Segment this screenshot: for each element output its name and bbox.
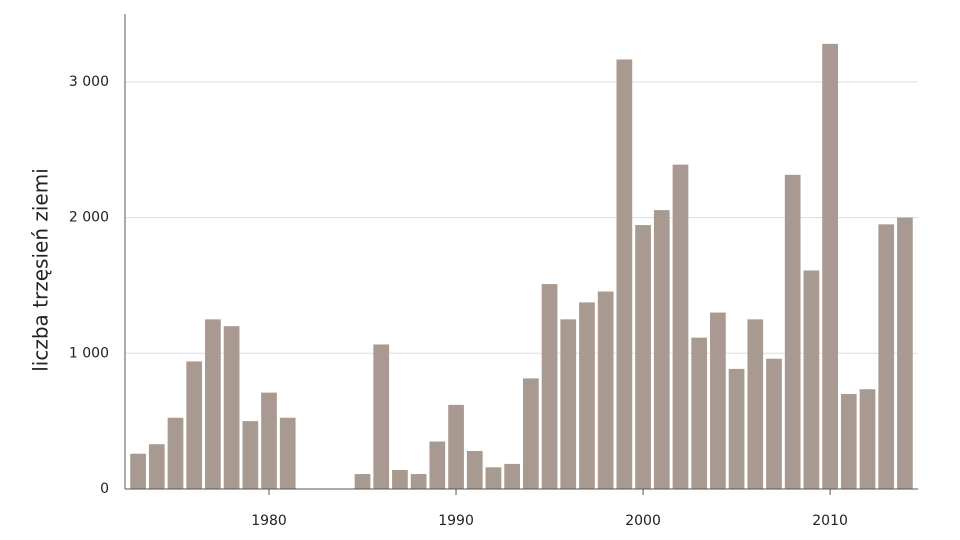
y-tick-label: 3 000 bbox=[69, 74, 109, 90]
bar bbox=[261, 392, 277, 489]
bar bbox=[448, 404, 464, 489]
bar bbox=[728, 368, 745, 489]
y-tick-label: 2 000 bbox=[69, 210, 109, 226]
x-tick-label: 1990 bbox=[438, 513, 474, 529]
bar bbox=[522, 378, 539, 489]
bar bbox=[579, 302, 595, 489]
bar bbox=[242, 421, 259, 489]
bar bbox=[541, 284, 558, 489]
bar bbox=[784, 174, 801, 490]
bar bbox=[710, 312, 726, 489]
bar bbox=[485, 467, 502, 489]
bar bbox=[878, 224, 895, 489]
bar bbox=[766, 358, 782, 489]
bar bbox=[392, 470, 408, 489]
bar bbox=[616, 59, 633, 489]
bar bbox=[373, 344, 390, 489]
bar bbox=[747, 319, 764, 489]
bar bbox=[223, 326, 240, 489]
bar bbox=[130, 453, 146, 489]
y-axis-label: liczba trzęsień ziemi bbox=[29, 168, 53, 372]
bar bbox=[672, 164, 689, 489]
bar bbox=[840, 394, 857, 489]
bar bbox=[803, 270, 820, 489]
bar bbox=[167, 417, 184, 489]
bar bbox=[429, 441, 446, 489]
bar bbox=[822, 43, 838, 489]
y-tick-label: 1 000 bbox=[69, 345, 109, 361]
y-tick-label: 0 bbox=[100, 481, 109, 497]
bar bbox=[410, 474, 427, 489]
bar bbox=[691, 337, 708, 489]
bar bbox=[635, 225, 651, 490]
bar bbox=[504, 463, 521, 489]
bar bbox=[597, 291, 614, 489]
bar bbox=[653, 210, 670, 489]
bar bbox=[186, 361, 203, 489]
bar bbox=[148, 444, 165, 489]
bar bbox=[466, 451, 483, 489]
bar bbox=[859, 389, 876, 489]
bar bbox=[205, 319, 221, 489]
bar bbox=[560, 319, 577, 489]
bar bbox=[897, 217, 913, 490]
bar bbox=[279, 417, 296, 489]
x-tick-label: 1980 bbox=[251, 513, 287, 529]
x-tick-label: 2000 bbox=[625, 513, 661, 529]
x-tick-label: 2010 bbox=[812, 513, 848, 529]
bar bbox=[354, 474, 371, 489]
